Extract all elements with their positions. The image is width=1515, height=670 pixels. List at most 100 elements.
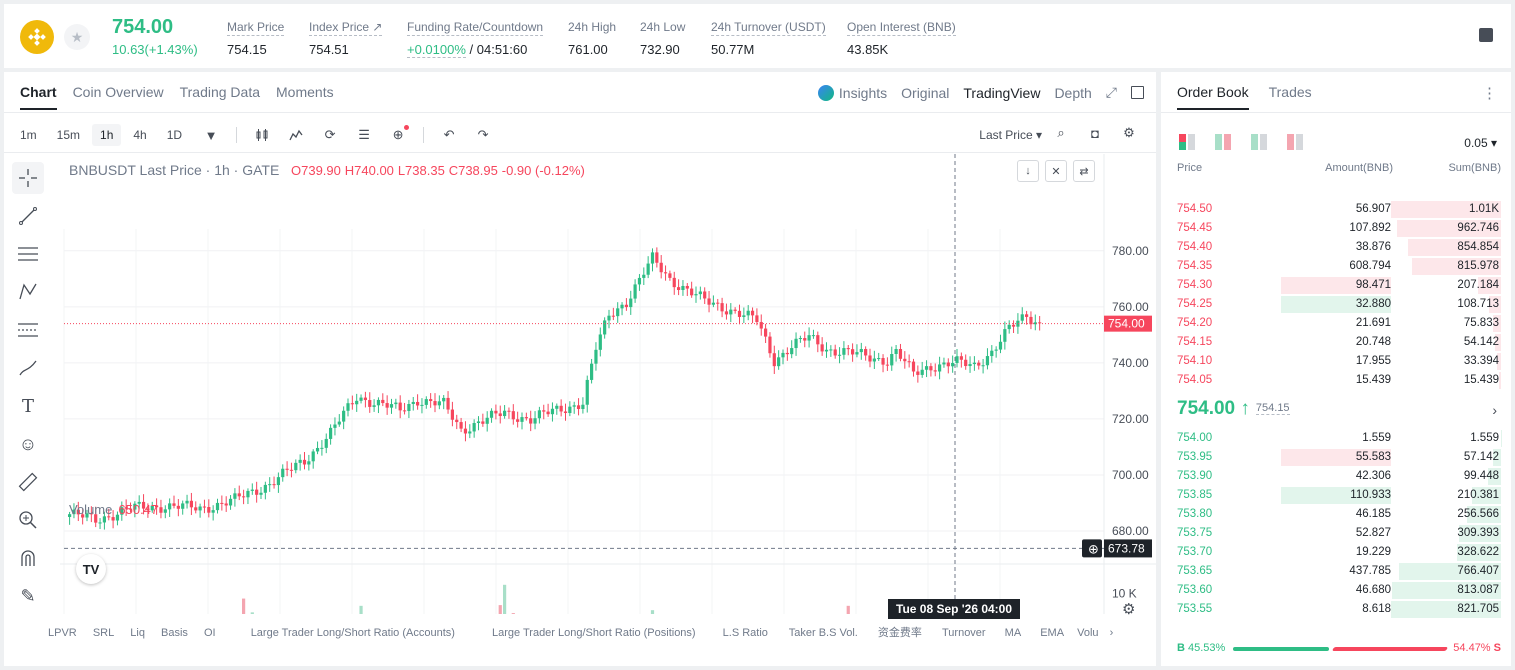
indicator-item[interactable]: L.S Ratio bbox=[722, 627, 768, 639]
zoom-in-icon[interactable] bbox=[12, 504, 44, 536]
indicator-item[interactable]: Turnover bbox=[941, 627, 986, 639]
ask-row[interactable]: 754.30 98.471 207.184 bbox=[1161, 276, 1511, 295]
tab-tradingview[interactable]: TradingView bbox=[963, 84, 1041, 101]
refresh-icon[interactable]: ⟳ bbox=[324, 127, 336, 142]
undo-icon[interactable]: ↶ bbox=[443, 127, 455, 142]
indicator-item[interactable]: Large Trader Long/Short Ratio (Positions… bbox=[491, 627, 696, 639]
tab-trades[interactable]: Trades bbox=[1268, 84, 1312, 100]
indicator-item[interactable]: Volu bbox=[1077, 627, 1099, 639]
stat-label[interactable]: Funding Rate/Countdown bbox=[407, 20, 544, 36]
indicator-item[interactable]: SRL bbox=[92, 627, 115, 639]
tab-chart[interactable]: Chart bbox=[20, 84, 57, 110]
bid-row[interactable]: 753.75 52.827 309.393 bbox=[1161, 524, 1511, 543]
indicators-icon[interactable] bbox=[289, 128, 303, 142]
row-amount: 15.439 bbox=[1355, 374, 1391, 386]
book-bids-icon[interactable] bbox=[1251, 134, 1267, 150]
interval-4h[interactable]: 4h bbox=[133, 128, 147, 142]
bid-row[interactable]: 753.70 19.229 328.622 bbox=[1161, 543, 1511, 562]
ask-row[interactable]: 754.05 15.439 15.439 bbox=[1161, 371, 1511, 390]
pencil-icon[interactable]: ✎ bbox=[20, 585, 36, 606]
ask-row[interactable]: 754.20 21.691 75.833 bbox=[1161, 314, 1511, 333]
indicator-item[interactable]: Large Trader Long/Short Ratio (Accounts) bbox=[250, 627, 455, 639]
tradingview-logo[interactable]: TV bbox=[76, 554, 106, 584]
search-icon[interactable]: ⌕ bbox=[1057, 125, 1065, 140]
bid-row[interactable]: 753.95 55.583 57.142 bbox=[1161, 448, 1511, 467]
chevron-right-icon[interactable]: › bbox=[1492, 402, 1497, 418]
indicator-item[interactable]: LPVR bbox=[48, 627, 77, 639]
bid-row[interactable]: 753.60 46.680 813.087 bbox=[1161, 581, 1511, 600]
bid-row[interactable]: 753.65 437.785 766.407 bbox=[1161, 562, 1511, 581]
interval-15m[interactable]: 15m bbox=[56, 128, 81, 142]
bid-row[interactable]: 753.90 42.306 99.448 bbox=[1161, 467, 1511, 486]
magnet-icon[interactable] bbox=[12, 542, 44, 574]
favorite-star-icon[interactable]: ★ bbox=[64, 24, 90, 50]
axis-settings-icon[interactable]: ⚙ bbox=[1122, 601, 1136, 618]
crosshair-icon[interactable] bbox=[12, 162, 44, 194]
bid-row[interactable]: 753.55 8.618 821.705 bbox=[1161, 600, 1511, 619]
camera-icon[interactable]: ◘ bbox=[1091, 125, 1099, 141]
ask-row[interactable]: 754.25 32.880 108.713 bbox=[1161, 295, 1511, 314]
indicator-item[interactable]: MA bbox=[1004, 627, 1022, 639]
indicator-item[interactable]: 资金费率 bbox=[877, 627, 922, 639]
indicator-item[interactable]: Liq bbox=[130, 627, 145, 639]
add-alert-icon[interactable]: ⊕ bbox=[391, 125, 410, 142]
tab-trading-data[interactable]: Trading Data bbox=[179, 84, 261, 100]
tab-order-book[interactable]: Order Book bbox=[1177, 84, 1249, 110]
swap-icon[interactable]: ⇄ bbox=[1073, 160, 1095, 182]
ruler-icon[interactable] bbox=[12, 466, 44, 498]
expand-icon[interactable]: ⤢ bbox=[1105, 84, 1117, 100]
fib-tool-icon[interactable] bbox=[12, 314, 44, 346]
interval-1d[interactable]: 1D bbox=[166, 128, 183, 142]
settings-gear-icon[interactable]: ⚙ bbox=[1123, 125, 1135, 140]
ask-row[interactable]: 754.15 20.748 54.142 bbox=[1161, 333, 1511, 352]
interval-1h[interactable]: 1h bbox=[92, 124, 122, 146]
guide-book-icon[interactable] bbox=[1479, 28, 1493, 42]
stat-label[interactable]: Index Price ↗ bbox=[309, 20, 383, 36]
tab-depth[interactable]: Depth bbox=[1054, 84, 1092, 101]
tab-original[interactable]: Original bbox=[901, 84, 950, 101]
more-menu-icon[interactable]: ⋮ bbox=[1482, 85, 1497, 102]
indicator-item[interactable]: EMA bbox=[1040, 627, 1065, 639]
scroll-right-icon[interactable]: › bbox=[1109, 627, 1114, 639]
trend-line-icon[interactable] bbox=[12, 200, 44, 232]
bid-row[interactable]: 753.85 110.933 210.381 bbox=[1161, 486, 1511, 505]
tick-size-dropdown[interactable]: 0.05 ▾ bbox=[1464, 136, 1497, 150]
arrow-down-icon[interactable]: ↓ bbox=[1017, 160, 1039, 182]
bid-row[interactable]: 754.00 1.559 1.559 bbox=[1161, 429, 1511, 448]
funding-rate-value[interactable]: +0.0100% bbox=[407, 42, 466, 58]
indicator-item[interactable]: OI bbox=[204, 627, 216, 639]
interval-1m[interactable]: 1m bbox=[20, 128, 37, 142]
collapse-icon[interactable]: ✕ bbox=[1045, 160, 1067, 182]
book-both-sides-icon[interactable] bbox=[1179, 134, 1195, 150]
pattern-tool-icon[interactable] bbox=[12, 276, 44, 308]
tab-insights[interactable]: Insights bbox=[817, 84, 887, 101]
candlestick-chart[interactable]: 780.00 760.00 740.00 720.00 700.00 680.00 10 K… bbox=[60, 154, 1156, 614]
mid-price[interactable]: 754.00 ↑ 754.15 bbox=[1177, 398, 1290, 420]
book-asks-icon[interactable] bbox=[1287, 134, 1303, 150]
templates-icon[interactable]: ☰ bbox=[358, 127, 370, 142]
stat-label[interactable]: Open Interest (BNB) bbox=[847, 20, 956, 36]
tab-coin-overview[interactable]: Coin Overview bbox=[72, 84, 164, 100]
ask-row[interactable]: 754.50 56.907 1.01K bbox=[1161, 200, 1511, 219]
candle-type-icon[interactable] bbox=[255, 128, 269, 142]
interval-dropdown-icon[interactable]: ▼ bbox=[204, 127, 218, 143]
popout-window-icon[interactable] bbox=[1131, 86, 1144, 99]
emoji-icon[interactable]: ☺ bbox=[18, 433, 38, 454]
indicator-item[interactable]: Taker B.S Vol. bbox=[788, 627, 858, 639]
price-source-dropdown[interactable]: Last Price ▾ bbox=[979, 128, 1042, 142]
book-bids-only-icon[interactable] bbox=[1215, 134, 1231, 150]
parallel-lines-icon[interactable] bbox=[12, 238, 44, 270]
bid-row[interactable]: 753.80 46.185 256.566 bbox=[1161, 505, 1511, 524]
ask-row[interactable]: 754.40 38.876 854.854 bbox=[1161, 238, 1511, 257]
ask-row[interactable]: 754.10 17.955 33.394 bbox=[1161, 352, 1511, 371]
stat-label[interactable]: Mark Price bbox=[227, 20, 285, 36]
tab-moments[interactable]: Moments bbox=[276, 84, 334, 100]
brush-icon[interactable] bbox=[12, 352, 44, 384]
stat-label[interactable]: 24h Turnover (USDT) bbox=[711, 20, 826, 36]
redo-icon[interactable]: ↷ bbox=[477, 127, 489, 142]
ask-row[interactable]: 754.35 608.794 815.978 bbox=[1161, 257, 1511, 276]
indicator-item[interactable]: Basis bbox=[161, 627, 188, 639]
ask-row[interactable]: 754.45 107.892 962.746 bbox=[1161, 219, 1511, 238]
text-tool-icon[interactable]: T bbox=[21, 395, 34, 417]
sell-ratio-value: 54.47% bbox=[1453, 642, 1491, 654]
